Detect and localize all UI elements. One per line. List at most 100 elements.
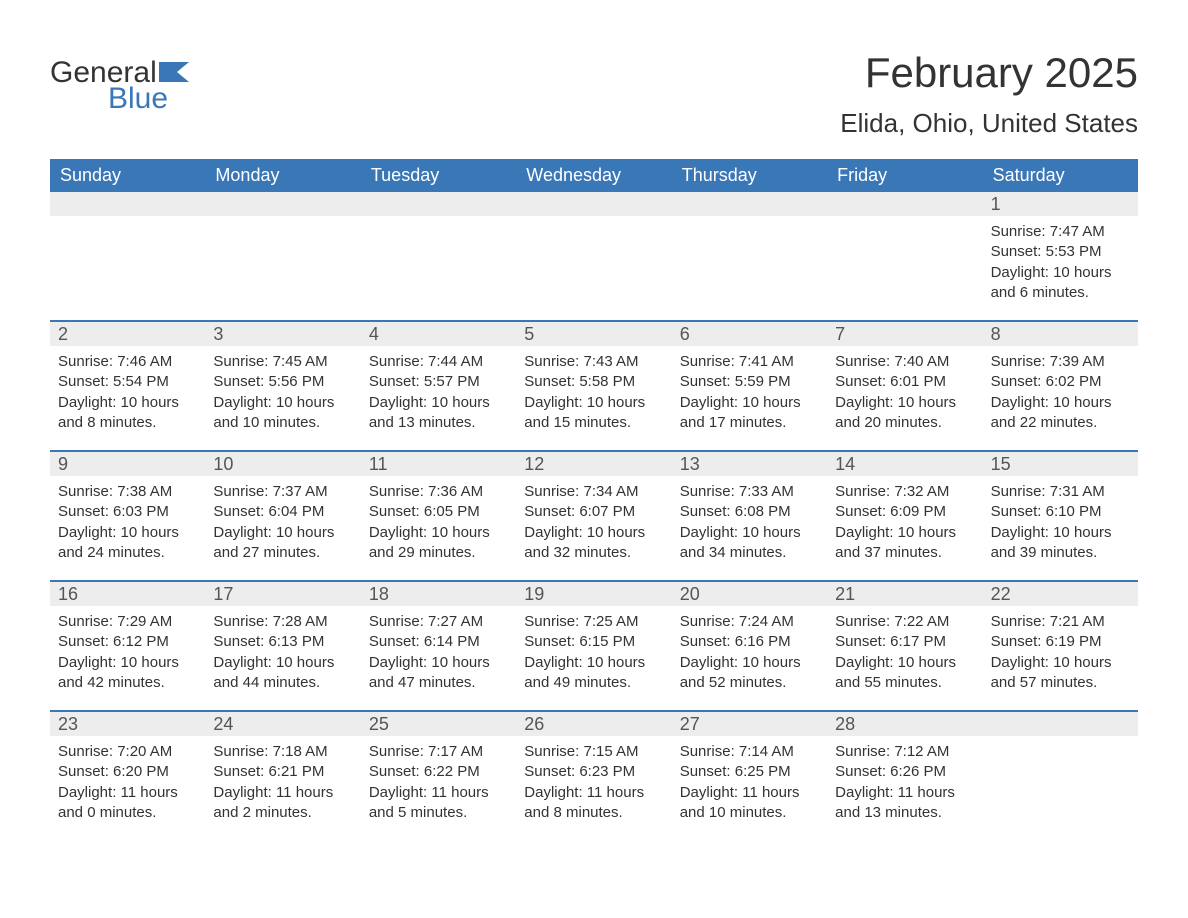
sunset-text: Sunset: 5:57 PM <box>369 372 508 392</box>
day-cell: 8Sunrise: 7:39 AMSunset: 6:02 PMDaylight… <box>983 322 1138 450</box>
sunrise-text: Sunrise: 7:40 AM <box>835 352 974 372</box>
daylight-text: Daylight: 10 hours and 44 minutes. <box>213 653 352 694</box>
sunset-text: Sunset: 6:22 PM <box>369 762 508 782</box>
sunset-text: Sunset: 6:12 PM <box>58 632 197 652</box>
sunrise-text: Sunrise: 7:45 AM <box>213 352 352 372</box>
sunrise-text: Sunrise: 7:24 AM <box>680 612 819 632</box>
dow-header-row: Sunday Monday Tuesday Wednesday Thursday… <box>50 159 1138 192</box>
day-cell: 14Sunrise: 7:32 AMSunset: 6:09 PMDayligh… <box>827 452 982 580</box>
calendar-page: General Blue February 2025 Elida, Ohio, … <box>0 0 1188 890</box>
day-cell: 3Sunrise: 7:45 AMSunset: 5:56 PMDaylight… <box>205 322 360 450</box>
daylight-text: Daylight: 10 hours and 29 minutes. <box>369 523 508 564</box>
header: General Blue February 2025 Elida, Ohio, … <box>50 50 1138 139</box>
day-body: Sunrise: 7:47 AMSunset: 5:53 PMDaylight:… <box>983 216 1138 315</box>
day-number: 17 <box>205 582 360 606</box>
sunset-text: Sunset: 6:14 PM <box>369 632 508 652</box>
location-subtitle: Elida, Ohio, United States <box>840 108 1138 139</box>
day-number: 21 <box>827 582 982 606</box>
day-number: 5 <box>516 322 671 346</box>
day-body: Sunrise: 7:27 AMSunset: 6:14 PMDaylight:… <box>361 606 516 705</box>
daylight-text: Daylight: 10 hours and 32 minutes. <box>524 523 663 564</box>
day-body: Sunrise: 7:15 AMSunset: 6:23 PMDaylight:… <box>516 736 671 835</box>
day-body: Sunrise: 7:36 AMSunset: 6:05 PMDaylight:… <box>361 476 516 575</box>
day-cell: 13Sunrise: 7:33 AMSunset: 6:08 PMDayligh… <box>672 452 827 580</box>
week-row: 1Sunrise: 7:47 AMSunset: 5:53 PMDaylight… <box>50 192 1138 320</box>
day-cell: 19Sunrise: 7:25 AMSunset: 6:15 PMDayligh… <box>516 582 671 710</box>
day-number: 16 <box>50 582 205 606</box>
dow-saturday: Saturday <box>983 159 1138 192</box>
sunrise-text: Sunrise: 7:21 AM <box>991 612 1130 632</box>
sunset-text: Sunset: 6:26 PM <box>835 762 974 782</box>
day-cell: 27Sunrise: 7:14 AMSunset: 6:25 PMDayligh… <box>672 712 827 840</box>
day-cell: 18Sunrise: 7:27 AMSunset: 6:14 PMDayligh… <box>361 582 516 710</box>
sunrise-text: Sunrise: 7:32 AM <box>835 482 974 502</box>
sunrise-text: Sunrise: 7:25 AM <box>524 612 663 632</box>
day-cell: 10Sunrise: 7:37 AMSunset: 6:04 PMDayligh… <box>205 452 360 580</box>
day-body: Sunrise: 7:37 AMSunset: 6:04 PMDaylight:… <box>205 476 360 575</box>
day-cell: 12Sunrise: 7:34 AMSunset: 6:07 PMDayligh… <box>516 452 671 580</box>
sunrise-text: Sunrise: 7:22 AM <box>835 612 974 632</box>
day-number <box>50 192 205 216</box>
day-number: 9 <box>50 452 205 476</box>
day-body: Sunrise: 7:21 AMSunset: 6:19 PMDaylight:… <box>983 606 1138 705</box>
sunrise-text: Sunrise: 7:27 AM <box>369 612 508 632</box>
logo-text-blue: Blue <box>108 82 168 116</box>
month-title: February 2025 <box>840 50 1138 96</box>
day-body: Sunrise: 7:43 AMSunset: 5:58 PMDaylight:… <box>516 346 671 445</box>
daylight-text: Daylight: 10 hours and 37 minutes. <box>835 523 974 564</box>
day-cell: 7Sunrise: 7:40 AMSunset: 6:01 PMDaylight… <box>827 322 982 450</box>
day-body: Sunrise: 7:29 AMSunset: 6:12 PMDaylight:… <box>50 606 205 705</box>
day-number: 11 <box>361 452 516 476</box>
day-body: Sunrise: 7:41 AMSunset: 5:59 PMDaylight:… <box>672 346 827 445</box>
day-number: 18 <box>361 582 516 606</box>
sunrise-text: Sunrise: 7:28 AM <box>213 612 352 632</box>
sunrise-text: Sunrise: 7:15 AM <box>524 742 663 762</box>
daylight-text: Daylight: 11 hours and 0 minutes. <box>58 783 197 824</box>
sunset-text: Sunset: 5:59 PM <box>680 372 819 392</box>
daylight-text: Daylight: 10 hours and 6 minutes. <box>991 263 1130 304</box>
day-body: Sunrise: 7:45 AMSunset: 5:56 PMDaylight:… <box>205 346 360 445</box>
sunset-text: Sunset: 6:02 PM <box>991 372 1130 392</box>
sunrise-text: Sunrise: 7:36 AM <box>369 482 508 502</box>
day-cell: 1Sunrise: 7:47 AMSunset: 5:53 PMDaylight… <box>983 192 1138 320</box>
week-row: 16Sunrise: 7:29 AMSunset: 6:12 PMDayligh… <box>50 580 1138 710</box>
day-number: 13 <box>672 452 827 476</box>
calendar-grid: Sunday Monday Tuesday Wednesday Thursday… <box>50 159 1138 840</box>
sunrise-text: Sunrise: 7:37 AM <box>213 482 352 502</box>
sunrise-text: Sunrise: 7:43 AM <box>524 352 663 372</box>
dow-thursday: Thursday <box>672 159 827 192</box>
daylight-text: Daylight: 10 hours and 47 minutes. <box>369 653 508 694</box>
sunset-text: Sunset: 6:25 PM <box>680 762 819 782</box>
day-body <box>827 216 982 234</box>
day-body: Sunrise: 7:40 AMSunset: 6:01 PMDaylight:… <box>827 346 982 445</box>
weeks-container: 1Sunrise: 7:47 AMSunset: 5:53 PMDaylight… <box>50 192 1138 840</box>
daylight-text: Daylight: 10 hours and 8 minutes. <box>58 393 197 434</box>
sunrise-text: Sunrise: 7:33 AM <box>680 482 819 502</box>
sunrise-text: Sunrise: 7:44 AM <box>369 352 508 372</box>
day-body <box>361 216 516 234</box>
day-body: Sunrise: 7:25 AMSunset: 6:15 PMDaylight:… <box>516 606 671 705</box>
day-body <box>516 216 671 234</box>
day-number: 25 <box>361 712 516 736</box>
day-number: 28 <box>827 712 982 736</box>
day-number: 20 <box>672 582 827 606</box>
day-cell: 16Sunrise: 7:29 AMSunset: 6:12 PMDayligh… <box>50 582 205 710</box>
daylight-text: Daylight: 11 hours and 10 minutes. <box>680 783 819 824</box>
day-cell: 28Sunrise: 7:12 AMSunset: 6:26 PMDayligh… <box>827 712 982 840</box>
day-body: Sunrise: 7:38 AMSunset: 6:03 PMDaylight:… <box>50 476 205 575</box>
day-number: 19 <box>516 582 671 606</box>
daylight-text: Daylight: 10 hours and 49 minutes. <box>524 653 663 694</box>
day-number <box>361 192 516 216</box>
day-body: Sunrise: 7:22 AMSunset: 6:17 PMDaylight:… <box>827 606 982 705</box>
day-cell <box>983 712 1138 840</box>
day-body: Sunrise: 7:34 AMSunset: 6:07 PMDaylight:… <box>516 476 671 575</box>
sunset-text: Sunset: 6:04 PM <box>213 502 352 522</box>
daylight-text: Daylight: 10 hours and 57 minutes. <box>991 653 1130 694</box>
sunset-text: Sunset: 6:10 PM <box>991 502 1130 522</box>
day-body: Sunrise: 7:18 AMSunset: 6:21 PMDaylight:… <box>205 736 360 835</box>
daylight-text: Daylight: 10 hours and 39 minutes. <box>991 523 1130 564</box>
sunset-text: Sunset: 5:53 PM <box>991 242 1130 262</box>
day-number: 6 <box>672 322 827 346</box>
day-number: 10 <box>205 452 360 476</box>
sunset-text: Sunset: 6:19 PM <box>991 632 1130 652</box>
